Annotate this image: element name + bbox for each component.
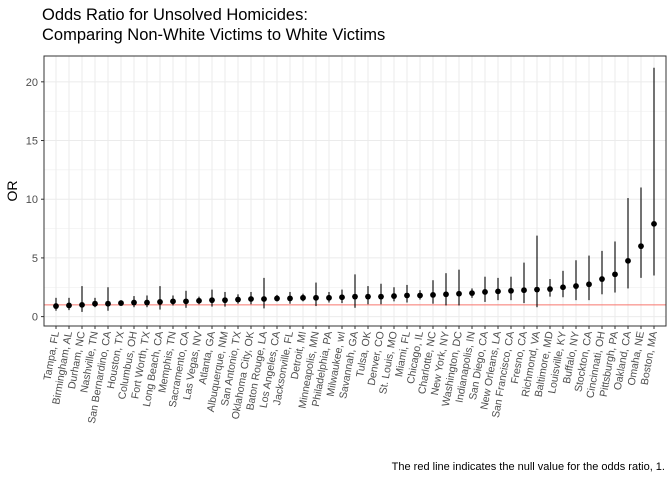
chart-title-line-2: Comparing Non-White Victims to White Vic… [42,26,385,44]
odds-ratio-point [339,294,345,301]
odds-ratio-point [391,293,397,299]
odds-ratio-point [469,290,475,297]
odds-ratio-point [287,295,293,302]
odds-ratio-point [456,290,462,297]
odds-ratio-point [261,296,267,302]
odds-ratio-point [157,299,163,305]
odds-ratio-point [326,294,332,301]
odds-ratio-point [209,297,215,304]
odds-ratio-point [313,294,319,301]
odds-ratio-point [235,296,241,303]
odds-ratio-point [92,300,98,307]
odds-ratio-point [274,295,280,302]
odds-ratio-point [404,292,410,299]
odds-ratio-point [495,288,501,295]
chart-title-line-1: Odds Ratio for Unsolved Homicides: [42,6,308,24]
y-tick-label: 15 [26,136,38,148]
y-tick-label: 10 [26,194,38,206]
odds-ratio-point [378,293,384,300]
odds-ratio-point [599,276,605,282]
odds-ratio-point [105,300,111,307]
odds-ratio-points [53,220,657,309]
odds-ratio-point [417,292,423,299]
odds-ratio-point [612,271,618,278]
y-axis-title: OR [4,181,20,202]
odds-ratio-point [638,243,644,250]
odds-ratio-point [430,291,436,298]
odds-ratio-point [79,301,85,308]
y-axis-ticks: 0 5 10 15 20 [26,77,44,324]
odds-ratio-point [66,302,72,309]
odds-ratio-point [53,303,59,309]
odds-ratio-point [534,286,540,293]
odds-ratio-point [170,298,176,305]
odds-ratio-point [300,294,306,301]
odds-ratio-point [118,300,124,307]
odds-ratio-point [573,283,579,289]
odds-ratio-point [651,220,657,227]
odds-ratio-point [508,287,514,294]
odds-ratio-point [443,291,449,298]
odds-ratio-point [222,297,228,304]
odds-ratio-point [521,287,527,294]
odds-ratio-point [586,281,592,288]
y-tick-label: 5 [32,253,38,265]
odds-ratio-point [547,286,553,292]
odds-ratio-point [183,298,189,305]
odds-ratio-point [131,299,137,306]
odds-ratio-point [248,296,254,302]
odds-ratio-point [365,293,371,300]
y-tick-label: 0 [32,312,38,324]
odds-ratio-point [482,289,488,295]
odds-ratio-point [144,299,150,306]
odds-ratio-point [625,257,631,264]
chart-caption: The red line indicates the null value fo… [392,461,665,473]
odds-ratio-point [560,284,566,291]
y-tick-label: 20 [26,77,38,89]
odds-ratio-point [196,297,202,304]
odds-ratio-point [352,293,358,300]
